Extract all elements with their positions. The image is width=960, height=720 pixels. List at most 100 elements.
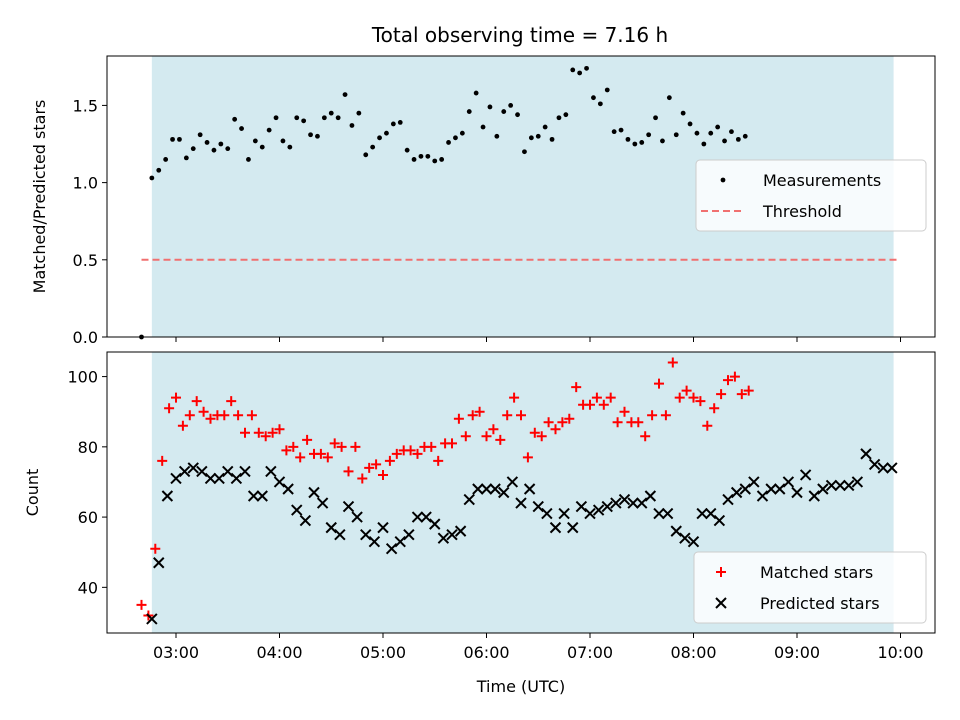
legend-label: Threshold	[762, 202, 842, 221]
matched-star-point	[281, 445, 292, 456]
predicted-star-point	[748, 476, 760, 488]
measurement-point	[604, 87, 610, 93]
y-tick-label: 40	[78, 578, 98, 597]
matched-star-point	[571, 382, 582, 393]
measurement-point	[321, 115, 327, 121]
matched-star-point	[467, 410, 478, 421]
matched-star-point	[543, 417, 554, 428]
measurement-point	[246, 157, 251, 162]
matched-star-point	[412, 448, 423, 459]
measurement-point	[384, 130, 389, 136]
measurement-point	[315, 133, 320, 139]
matched-star-point	[516, 410, 526, 421]
measurement-point	[570, 67, 576, 73]
x-tick-label: 08:00	[670, 643, 716, 662]
matched-star-point	[426, 441, 437, 452]
measurement-point	[218, 141, 224, 147]
legend-marker-predicted	[715, 597, 727, 609]
measurement-point	[528, 135, 534, 141]
predicted-star-point	[644, 490, 657, 502]
legend: Measurements Threshold	[695, 159, 927, 232]
measurement-point	[563, 112, 569, 118]
measurement-point	[701, 141, 707, 147]
matched-star-point	[640, 431, 651, 442]
predicted-star-point	[316, 497, 329, 509]
measurement-point	[632, 141, 638, 147]
predicted-star-point	[627, 497, 639, 509]
top-panel: 0.0 0.5 1.0 1.5 Matched/Predicted stars Measu…	[30, 55, 936, 347]
measurement-point	[418, 153, 424, 159]
measurement-point	[577, 70, 583, 76]
measurement-point	[618, 127, 624, 133]
matched-star-point	[619, 406, 630, 417]
measurement-point	[425, 153, 431, 159]
predicted-star-point	[463, 493, 475, 506]
predicted-star-point	[385, 542, 398, 555]
y-axis-label: Count	[23, 469, 42, 517]
matched-star-point	[350, 441, 361, 452]
predicted-star-point	[498, 486, 510, 499]
matched-star-point	[433, 455, 444, 466]
x-tick-label: 07:00	[567, 643, 613, 662]
predicted-star-point	[730, 486, 743, 499]
matched-star-point	[688, 392, 699, 403]
predicted-star-point	[222, 465, 234, 478]
measurement-point	[328, 110, 334, 116]
measurement-point	[549, 136, 555, 142]
measurement-point	[597, 101, 603, 107]
matched-star-point	[378, 469, 388, 480]
matched-star-point	[219, 410, 230, 421]
predicted-star-point	[489, 483, 501, 495]
legend: Matched stars Predicted stars	[693, 551, 927, 624]
matched-star-point	[453, 413, 464, 424]
matched-star-point	[336, 441, 347, 452]
matched-star-point	[736, 389, 747, 400]
measurement-point	[556, 115, 562, 121]
matched-star-point	[598, 399, 609, 410]
predicted-star-point	[799, 469, 812, 481]
matched-star-point	[164, 403, 175, 414]
matched-star-point	[288, 441, 299, 452]
measurement-point	[522, 149, 527, 155]
matched-star-point	[509, 392, 520, 403]
predicted-star-point	[506, 476, 519, 488]
measurement-point	[646, 132, 652, 138]
predicted-star-point	[739, 483, 751, 495]
predicted-star-point	[774, 483, 786, 495]
measurement-point	[639, 140, 645, 145]
legend-label: Matched stars	[760, 563, 873, 582]
matched-star-point	[654, 378, 664, 389]
measurement-point	[687, 121, 693, 127]
predicted-star-point	[756, 490, 769, 502]
predicted-star-point	[825, 479, 838, 492]
predicted-star-point	[636, 497, 648, 509]
matched-star-point	[391, 448, 402, 459]
predicted-star-point	[782, 476, 795, 488]
measurement-point	[653, 115, 658, 121]
matched-star-point	[709, 403, 720, 414]
measurement-point	[342, 92, 348, 97]
matched-star-point	[253, 427, 264, 438]
measurement-point	[432, 158, 438, 164]
y-tick-label: 1.5	[73, 96, 98, 115]
predicted-star-point	[843, 479, 855, 492]
predicted-star-point	[170, 472, 182, 485]
matched-star-point	[226, 396, 237, 407]
predicted-star-point	[377, 521, 389, 534]
measurement-point	[480, 124, 486, 130]
predicted-star-point	[187, 462, 199, 474]
measurement-point	[252, 138, 258, 144]
plot-frame	[106, 55, 936, 338]
matched-star-point	[302, 434, 313, 445]
measurement-point	[266, 127, 272, 133]
matched-star-point	[150, 543, 161, 554]
measurement-point	[439, 157, 445, 162]
measurement-point	[611, 129, 617, 135]
predicted-star-point	[213, 472, 225, 485]
predicted-star-point	[661, 507, 674, 520]
measurement-point	[377, 135, 382, 141]
measurement-point	[163, 157, 169, 162]
matched-star-point	[550, 424, 561, 435]
predicted-star-point	[265, 465, 277, 478]
